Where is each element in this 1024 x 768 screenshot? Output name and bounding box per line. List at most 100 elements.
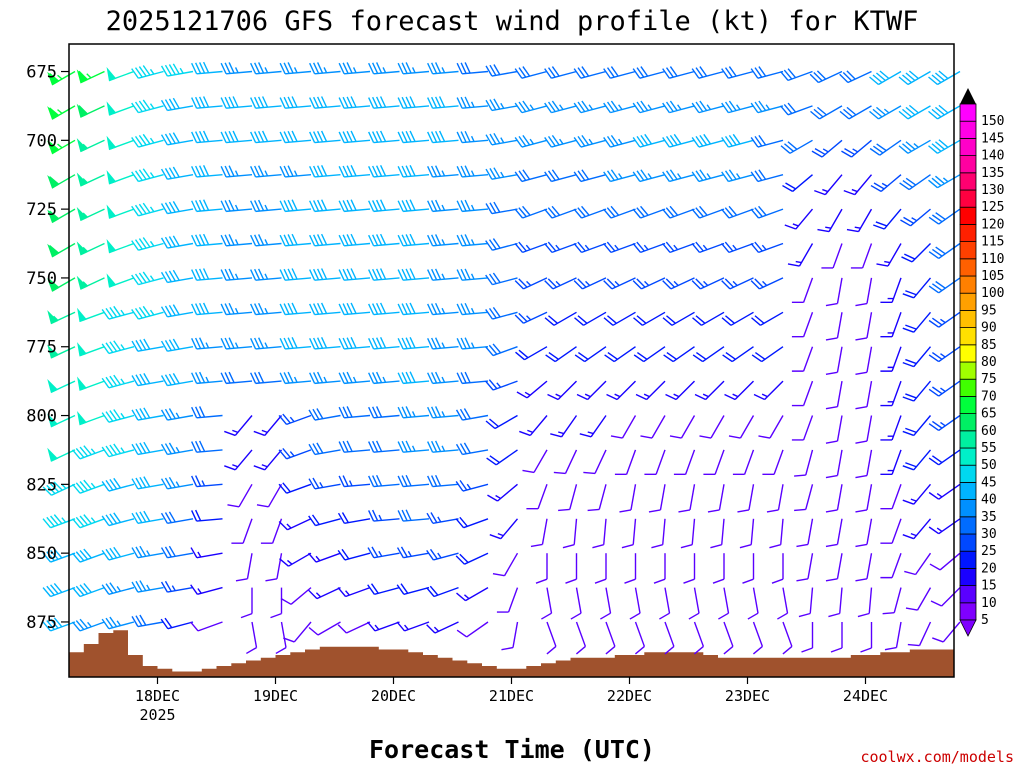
wind-barb <box>880 277 902 304</box>
barb-feather <box>278 414 288 425</box>
barb-feather <box>640 66 649 77</box>
barb-feather <box>368 234 375 247</box>
barb-feather <box>754 207 763 218</box>
barb-feather <box>426 587 435 597</box>
wind-barb <box>72 548 105 563</box>
barb-feather <box>464 268 471 280</box>
barb-feather <box>191 97 198 109</box>
barb-feather <box>313 303 320 315</box>
barb-feather <box>550 433 562 438</box>
barb-feather <box>260 542 273 544</box>
barb-feather <box>375 337 383 349</box>
barb-staff <box>79 483 105 494</box>
barb-half-feather <box>197 551 202 558</box>
barb-staff <box>138 311 164 320</box>
wind-barb <box>724 380 754 401</box>
barb-staff <box>640 208 666 219</box>
barb-feather <box>431 440 438 453</box>
barb-feather <box>692 354 704 363</box>
wind-barb <box>76 241 105 256</box>
barb-staff <box>315 552 341 563</box>
barb-feather <box>131 68 139 79</box>
barb-feather <box>574 317 584 326</box>
barb-feather <box>431 62 438 74</box>
barb-staff <box>802 312 814 337</box>
barb-feather <box>138 203 147 215</box>
wind-barb <box>309 165 341 178</box>
barb-feather <box>791 370 804 372</box>
wind-barb <box>106 273 135 288</box>
barb-staff <box>344 414 371 419</box>
barb-staff <box>255 70 282 75</box>
wind-barb <box>604 346 636 363</box>
barb-staff <box>432 139 459 144</box>
barb-feather <box>283 96 290 109</box>
wind-barb <box>101 443 135 458</box>
barb-feather <box>771 578 784 584</box>
barb-feather <box>777 612 788 620</box>
barb-half-feather <box>761 244 767 251</box>
wind-barb <box>550 415 578 438</box>
barb-staff <box>868 587 873 614</box>
wind-barb <box>683 553 696 584</box>
barb-pennant <box>47 447 59 462</box>
barb-feather <box>603 102 611 114</box>
barb-feather <box>522 66 531 77</box>
barb-feather <box>694 393 706 401</box>
barb-feather <box>246 646 257 655</box>
barb-staff <box>434 621 459 634</box>
barb-feather <box>372 509 379 522</box>
barb-feather <box>846 228 859 233</box>
barb-feather <box>662 208 671 219</box>
wind-barb <box>279 268 312 281</box>
barb-feather <box>401 62 408 74</box>
barb-feather <box>551 169 560 180</box>
wind-barb <box>662 100 695 114</box>
wind-barb <box>722 346 754 363</box>
wind-barb <box>279 96 312 109</box>
wind-barb <box>337 621 371 634</box>
barb-feather <box>160 512 169 524</box>
barb-half-feather <box>149 103 155 109</box>
barb-half-feather <box>433 626 440 632</box>
barb-pennant <box>76 172 88 187</box>
barb-feather <box>405 62 412 74</box>
barb-half-feather <box>179 67 184 74</box>
wind-barb <box>721 241 754 254</box>
barb-feather <box>489 133 497 145</box>
wind-barb <box>309 199 341 213</box>
barb-staff <box>598 484 607 510</box>
barb-feather <box>728 134 737 146</box>
barb-half-feather <box>264 67 269 74</box>
barb-feather <box>342 337 349 349</box>
wind-barb <box>190 547 223 559</box>
wind-barb <box>898 70 931 86</box>
wind-barb <box>160 97 194 112</box>
barb-feather <box>431 200 438 212</box>
wind-barb <box>265 553 283 582</box>
wind-barb <box>846 208 873 233</box>
barb-staff <box>809 587 814 614</box>
barb-feather <box>665 241 675 252</box>
barb-pennant <box>106 204 117 219</box>
barb-feather <box>905 290 917 296</box>
barb-staff <box>728 242 754 254</box>
barb-staff <box>782 621 793 647</box>
terrain-area <box>69 630 954 677</box>
barb-feather <box>493 132 501 144</box>
barb-staff <box>748 484 755 511</box>
wind-barb <box>632 277 666 290</box>
wind-barb <box>279 62 312 75</box>
barb-feather <box>640 205 649 216</box>
barb-feather <box>308 443 316 455</box>
barb-feather <box>783 104 793 114</box>
barb-feather <box>632 280 642 290</box>
barb-feather <box>427 234 434 247</box>
barb-staff <box>264 415 283 436</box>
colorbar-segment <box>959 327 977 346</box>
barb-feather <box>113 340 122 351</box>
barb-feather <box>160 237 169 249</box>
barb-half-feather <box>614 280 620 287</box>
barb-feather <box>635 393 647 401</box>
barb-feather <box>224 430 236 437</box>
